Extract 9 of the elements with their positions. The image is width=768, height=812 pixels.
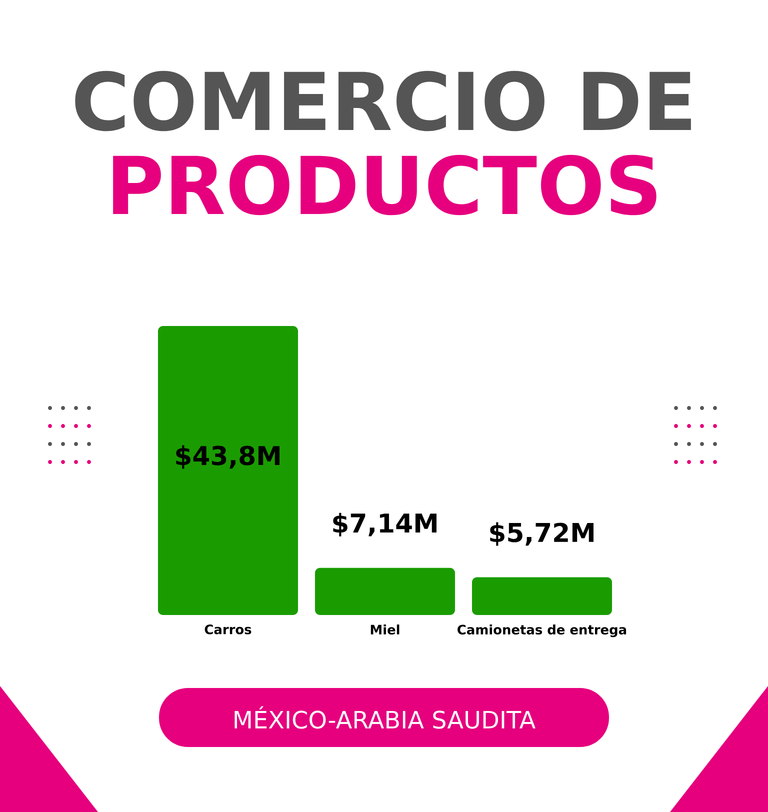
data-label: $43,8M [176,445,280,469]
chart-subtitle: PRODUCTOS [113,154,656,216]
text: MÉXICO-ARABIA SAUDITA [234,706,536,729]
x-tick-label: Miel [370,624,400,635]
data-label: $7,14M [333,512,436,536]
x-tick-label: Carros [204,624,252,634]
data-label: $5,72M [490,522,594,546]
x-tick-label: Camionetas de entrega [458,624,626,638]
chart-title: COMERCIO DE [75,70,691,132]
